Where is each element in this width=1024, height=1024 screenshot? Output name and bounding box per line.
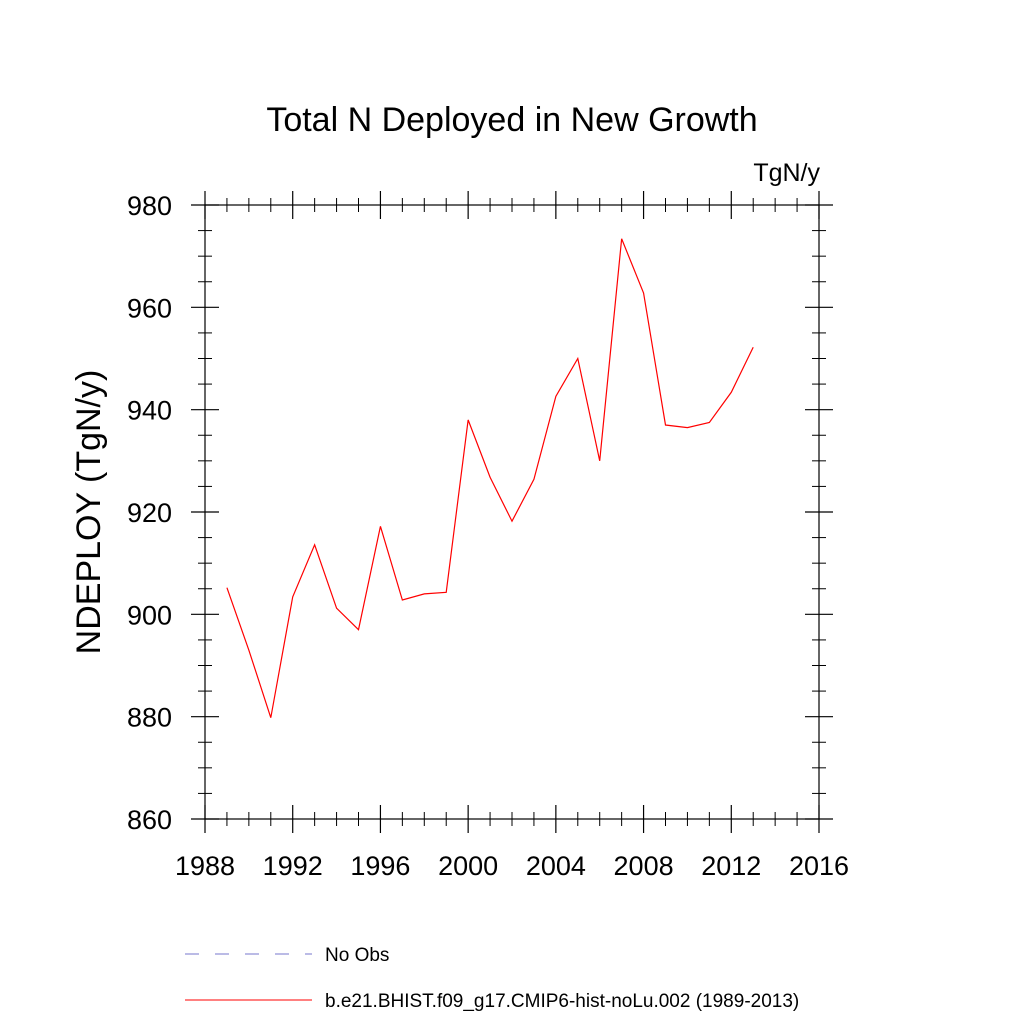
x-tick-label: 1992 — [263, 851, 323, 881]
y-tick-label: 980 — [127, 191, 172, 221]
y-tick-label: 880 — [127, 703, 172, 733]
y-tick-label: 920 — [127, 498, 172, 528]
y-tick-label: 960 — [127, 293, 172, 323]
x-tick-label: 2000 — [438, 851, 498, 881]
series-lines — [226, 238, 754, 718]
y-tick-label: 860 — [127, 805, 172, 835]
y-axis-label: NDEPLOY (TgN/y) — [70, 370, 108, 655]
y-tick-label: 900 — [127, 600, 172, 630]
x-tick-label: 2004 — [526, 851, 586, 881]
chart-title: Total N Deployed in New Growth — [266, 101, 757, 139]
legend-label: No Obs — [325, 945, 389, 966]
series-line — [226, 238, 754, 718]
x-tick-label: 1996 — [350, 851, 410, 881]
y-tick-labels: 860 880 900 920 940 960 980 — [127, 191, 172, 835]
plot-frame — [204, 204, 820, 820]
x-tick-labels: 1988 1992 1996 2000 2004 2008 2012 2016 — [175, 851, 849, 881]
x-tick-label: 2016 — [789, 851, 849, 881]
axis-ticks — [191, 191, 833, 833]
x-tick-label: 2012 — [701, 851, 761, 881]
y-tick-label: 940 — [127, 396, 172, 426]
legend: No Obs b.e21.BHIST.f09_g17.CMIP6-hist-noL… — [185, 945, 799, 1012]
units-label: TgN/y — [753, 159, 820, 187]
legend-label: b.e21.BHIST.f09_g17.CMIP6-hist-noLu.002 … — [325, 991, 799, 1012]
x-tick-label: 1988 — [175, 851, 235, 881]
x-tick-label: 2008 — [614, 851, 674, 881]
